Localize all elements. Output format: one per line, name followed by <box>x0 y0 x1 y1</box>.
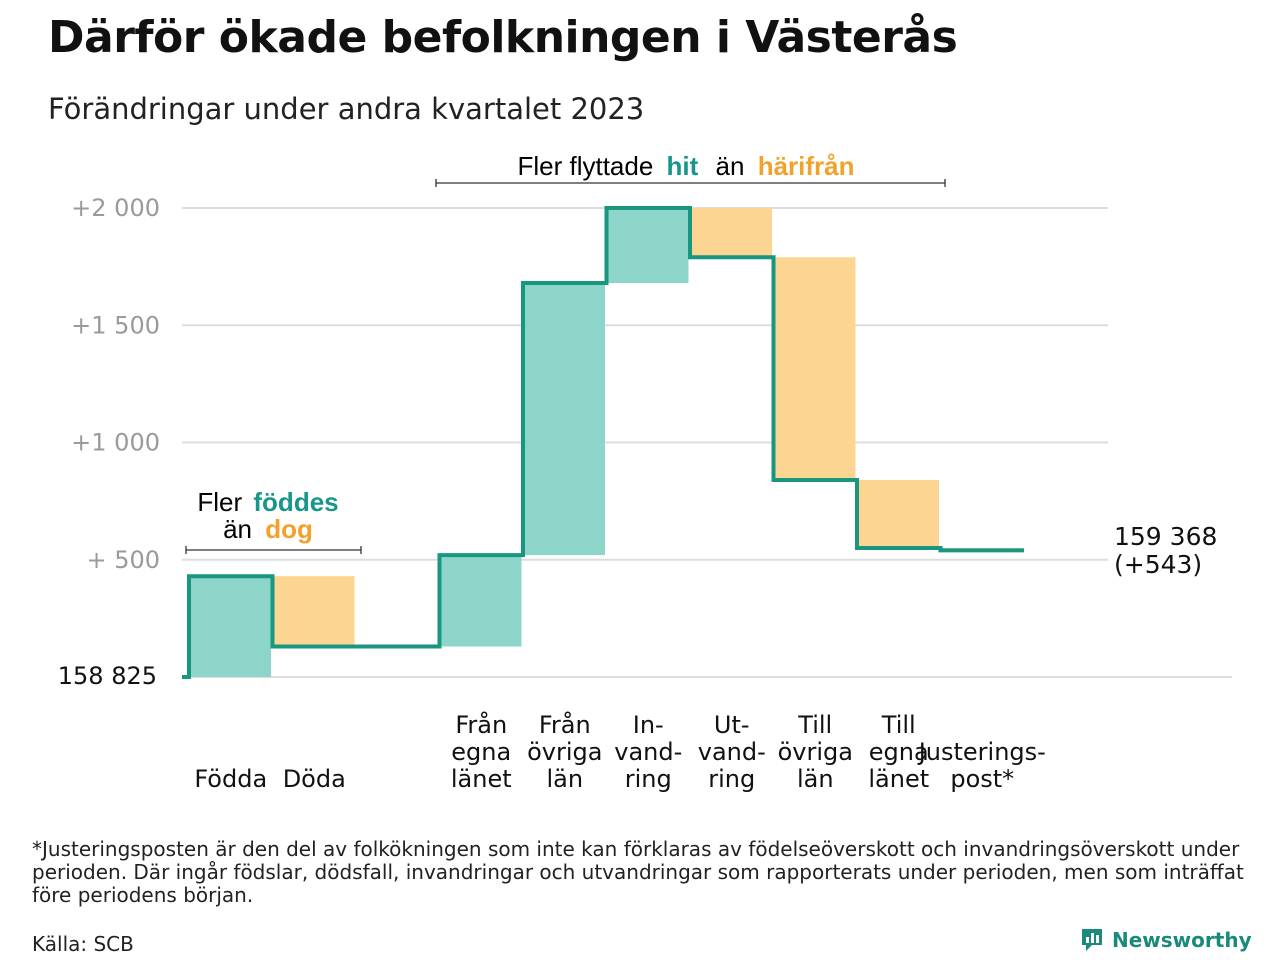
x-label-Invandring: In- <box>633 711 664 739</box>
x-label-Från övriga län: län <box>546 765 583 793</box>
newsworthy-logo-icon <box>1082 929 1102 951</box>
annotation-migration-prefix: Fler flyttade <box>517 151 653 181</box>
annotation-natural-prefix2: än <box>223 514 252 544</box>
x-label-Från egna länet: länet <box>451 765 512 793</box>
y-tick-label: +2 000 <box>71 194 160 222</box>
annotation-migration-hit: hit <box>667 151 699 181</box>
x-label-Till egna länet: egna <box>869 738 929 766</box>
y-tick-label: +1 500 <box>71 311 160 339</box>
x-label-Till egna länet: Till <box>881 711 916 739</box>
x-label-Från övriga län: övriga <box>527 738 602 766</box>
waterfall-chart: + 500+1 000+1 500+2 000 Födda DödaFrånegn… <box>58 151 1232 793</box>
annotation-natural-highlight: föddes <box>253 487 338 517</box>
bar-Utvandring <box>690 208 772 258</box>
x-label-Invandring: ring <box>625 765 672 793</box>
x-label-Utvandring: vand- <box>698 738 766 766</box>
baseline-label: 158 825 <box>58 662 157 690</box>
x-label-Till övriga län: län <box>797 765 834 793</box>
x-label-Till övriga län: övriga <box>778 738 853 766</box>
annotation-migration-middle: än <box>716 151 745 181</box>
brand[interactable]: Newsworthy <box>1080 927 1252 953</box>
y-axis-ticks: + 500 +1 000 +1 500 +2 000 <box>71 194 160 574</box>
x-label-Till egna länet: länet <box>868 765 929 793</box>
bar-Invandring <box>606 208 689 284</box>
bars <box>189 208 1023 677</box>
running-total-line <box>182 206 1024 679</box>
bar-Från övriga län <box>523 283 605 556</box>
x-label-Från övriga län: Från <box>539 710 591 739</box>
annotation-natural-highlight2: dog <box>265 514 313 544</box>
x-axis-labels: Födda DödaFrånegnalänetFrånövrigalänIn-va… <box>194 710 1045 793</box>
running-total-path <box>182 206 1024 679</box>
x-label-Utvandring: Ut- <box>714 711 750 739</box>
annotation-migration: Fler flyttade hit än härifrån <box>435 151 946 187</box>
svg-text:Fler flyttade hit: Fler flyttade hit än härifrån <box>517 151 854 181</box>
x-label-Justeringspost*: Justerings- <box>917 738 1046 766</box>
annotation-natural-prefix: Fler <box>197 487 242 517</box>
x-label-Döda: Döda <box>283 765 346 793</box>
x-label-Från egna länet: egna <box>451 738 511 766</box>
bar-Till övriga län <box>773 257 856 481</box>
chart-title: Därför ökade befolkningen i Västerås <box>48 12 958 63</box>
x-label-Utvandring: ring <box>708 765 755 793</box>
x-label-Födda: Födda <box>194 765 267 793</box>
x-label-Från egna länet: Från <box>455 710 507 739</box>
annotation-migration-harifran: härifrån <box>758 151 855 181</box>
footnote: *Justeringsposten är den del av folkökni… <box>32 837 1244 907</box>
chart-subtitle: Förändringar under andra kvartalet 2023 <box>48 92 645 126</box>
source: Källa: SCB <box>32 932 134 956</box>
svg-text:Fler föddes: Fler föddes <box>197 487 338 517</box>
bar-Till egna länet <box>857 480 939 549</box>
final-change-label: (+543) <box>1114 550 1202 579</box>
gridlines <box>182 207 1232 678</box>
bar-Från egna länet <box>439 555 522 647</box>
y-tick-label: + 500 <box>86 546 160 574</box>
annotation-natural: Fler föddes än dog <box>185 487 362 554</box>
x-label-Invandring: vand- <box>614 738 682 766</box>
bar-Döda <box>272 576 355 647</box>
x-label-Till övriga län: Till <box>797 711 832 739</box>
svg-text:än dog: än dog <box>223 514 313 544</box>
final-value-label: 159 368 <box>1114 522 1217 551</box>
x-label-Justeringspost*: post* <box>950 765 1014 793</box>
bar-Födda <box>189 576 271 677</box>
y-tick-label: +1 000 <box>71 429 160 457</box>
brand-name: Newsworthy <box>1112 928 1252 952</box>
final-value: 159 368 (+543) <box>1114 522 1217 579</box>
